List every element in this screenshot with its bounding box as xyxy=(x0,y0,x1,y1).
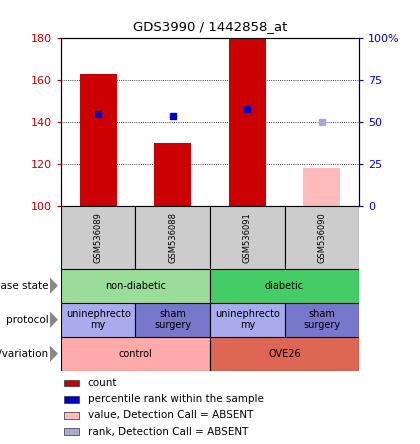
Polygon shape xyxy=(50,277,58,294)
Bar xyxy=(285,206,359,269)
Bar xyxy=(61,269,210,303)
Text: GSM536089: GSM536089 xyxy=(94,212,102,263)
Text: rank, Detection Call = ABSENT: rank, Detection Call = ABSENT xyxy=(88,427,248,436)
Text: GSM536090: GSM536090 xyxy=(318,212,326,263)
Polygon shape xyxy=(50,311,58,328)
Text: disease state: disease state xyxy=(0,281,48,291)
Bar xyxy=(79,74,117,206)
Bar xyxy=(210,303,285,337)
Text: value, Detection Call = ABSENT: value, Detection Call = ABSENT xyxy=(88,410,253,420)
Bar xyxy=(285,303,359,337)
Bar xyxy=(64,428,79,435)
Text: genotype/variation: genotype/variation xyxy=(0,349,48,359)
Text: uninephrecto
my: uninephrecto my xyxy=(66,309,131,330)
Bar xyxy=(135,206,210,269)
Text: sham
surgery: sham surgery xyxy=(303,309,340,330)
Polygon shape xyxy=(50,345,58,362)
Bar xyxy=(61,206,135,269)
Text: protocol: protocol xyxy=(5,315,48,325)
Bar xyxy=(154,143,192,206)
Text: GSM536091: GSM536091 xyxy=(243,212,252,263)
Text: OVE26: OVE26 xyxy=(268,349,301,359)
Text: control: control xyxy=(118,349,152,359)
Text: count: count xyxy=(88,378,117,388)
Bar xyxy=(210,269,359,303)
Bar xyxy=(61,337,210,371)
Bar xyxy=(135,303,210,337)
Bar xyxy=(64,396,79,403)
Text: GSM536088: GSM536088 xyxy=(168,212,177,263)
Text: GDS3990 / 1442858_at: GDS3990 / 1442858_at xyxy=(133,20,287,33)
Text: diabetic: diabetic xyxy=(265,281,304,291)
Bar xyxy=(64,412,79,419)
Text: non-diabetic: non-diabetic xyxy=(105,281,166,291)
Bar xyxy=(303,168,341,206)
Text: uninephrecto
my: uninephrecto my xyxy=(215,309,280,330)
Bar xyxy=(210,206,285,269)
Bar xyxy=(210,337,359,371)
Bar xyxy=(228,38,266,206)
Bar xyxy=(64,380,79,386)
Text: percentile rank within the sample: percentile rank within the sample xyxy=(88,394,264,404)
Bar xyxy=(61,303,135,337)
Text: sham
surgery: sham surgery xyxy=(154,309,191,330)
